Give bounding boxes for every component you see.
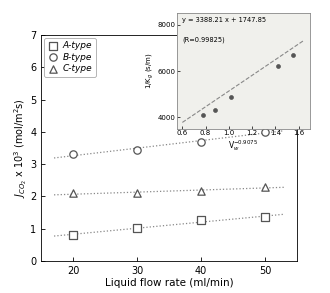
Legend: A-type, B-type, C-type: A-type, B-type, C-type (44, 38, 96, 76)
A-type (198, 218, 204, 223)
Point (212, 108, 217, 113)
Y-axis label: $J_{CO_2}$ x 10$^3$ (mol/m$^2$s): $J_{CO_2}$ x 10$^3$ (mol/m$^2$s) (12, 98, 29, 198)
C-type (198, 189, 204, 194)
A-type (71, 233, 76, 237)
X-axis label: Liquid flow rate (ml/min): Liquid flow rate (ml/min) (105, 278, 233, 288)
Point (290, 52, 295, 57)
Y-axis label: 1/K$_g$ (s/m): 1/K$_g$ (s/m) (144, 53, 156, 89)
Point (201, 113, 206, 117)
Point (229, 94, 234, 99)
C-type (135, 191, 140, 195)
B-type (198, 139, 204, 144)
B-type (135, 147, 140, 152)
C-type (262, 184, 268, 189)
B-type (71, 152, 76, 157)
B-type (262, 130, 268, 134)
A-type (262, 215, 268, 220)
X-axis label: V$_w^{-0.9075}$: V$_w^{-0.9075}$ (228, 138, 258, 153)
Point (275, 64, 280, 69)
C-type (71, 191, 76, 195)
A-type (135, 226, 140, 230)
Text: y = 3388.21 x + 1747.85: y = 3388.21 x + 1747.85 (182, 17, 266, 23)
Text: (R=0.99825): (R=0.99825) (182, 36, 225, 43)
